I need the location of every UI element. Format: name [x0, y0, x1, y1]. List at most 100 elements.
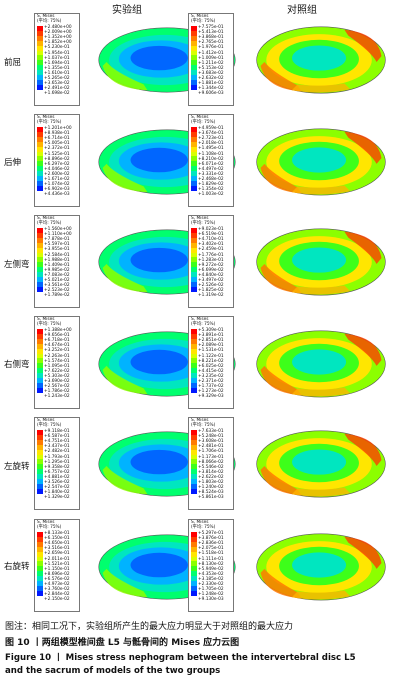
legend-value: +3.608e-01 — [198, 439, 224, 445]
legend-value: +1.988e-01 — [44, 257, 70, 263]
legend-swatch — [37, 232, 43, 238]
legend-value: +5.413e-01 — [198, 30, 224, 36]
legend-swatch — [37, 161, 43, 167]
legend-value: +9.985e-02 — [44, 267, 70, 273]
legend-value: +1.786e-02 — [44, 389, 70, 395]
legend-subtitle: (平均: 75%) — [37, 221, 62, 227]
legend-value: +6.150e-01 — [44, 536, 70, 542]
legend-box: S, Mises (平均: 75%) +1.388e+00 +9.656e-01 +6.… — [34, 316, 80, 409]
high-stress-rim-left — [102, 365, 148, 395]
legend-value: +2.844e-02 — [44, 592, 70, 598]
stress-core — [292, 349, 347, 375]
legend-swatch — [37, 277, 43, 282]
legend-swatch — [37, 70, 43, 75]
legend-value: +3.235e-02 — [198, 373, 224, 379]
legend-swatch — [37, 136, 43, 142]
legend-value: +2.075e-01 — [198, 546, 224, 552]
legend-swatch — [191, 348, 197, 354]
legend-value: +1.173e-01 — [198, 454, 224, 460]
legend-swatch — [37, 434, 43, 440]
legend-value: +3.683e-02 — [198, 70, 224, 76]
legend-value: +6.576e-02 — [44, 576, 70, 582]
legend-swatch — [37, 185, 43, 191]
legend-swatch — [191, 166, 197, 172]
legend-value: +3.876e-01 — [198, 536, 224, 542]
legend-value: +2.851e-01 — [198, 338, 224, 344]
legend-swatch — [191, 242, 197, 248]
high-stress-rim-left — [102, 568, 148, 598]
legend-value: +9.118e-01 — [44, 429, 70, 435]
legend-value: +3.437e-01 — [44, 444, 70, 450]
legend-value: +1.354e-02 — [198, 187, 224, 193]
high-stress-rim-left — [260, 61, 302, 92]
legend-value: +1.003e-02 — [198, 192, 224, 198]
nephogram-panel: S, Mises (平均: 75%) +4.959e-01 +3.674e-01 +2.… — [188, 114, 402, 215]
legend-swatch — [37, 267, 43, 273]
legend-value: +9.023e-01 — [198, 227, 224, 233]
legend-value: +6.519e-01 — [198, 232, 224, 238]
legend-value: +2.009e+00 — [44, 30, 72, 36]
legend-value: +1.737e-02 — [198, 384, 224, 390]
legend-value: +8.696e-02 — [44, 571, 70, 577]
legend-swatch — [191, 151, 197, 157]
legend-value: +9.130e-03 — [198, 597, 224, 603]
legend-value: +1.355e-01 — [44, 65, 70, 71]
legend-title: S, Mises — [37, 216, 55, 221]
legend-swatch — [37, 561, 43, 567]
high-stress-rim-right — [344, 131, 382, 164]
legend-value: +6.757e-02 — [44, 469, 70, 475]
legend-swatch — [191, 237, 197, 243]
nephogram-panel: S, Mises (平均: 75%) +5.309e-01 +3.891e-01 +2.… — [188, 316, 402, 417]
legend-value: +2.622e-02 — [198, 474, 224, 480]
legend-value: +1.243e-02 — [44, 394, 70, 400]
legend-swatch — [37, 368, 43, 374]
legend-swatch — [37, 171, 43, 176]
legend-box: S, Mises (平均: 75%) +5.309e-01 +3.891e-01 +2.… — [188, 316, 234, 409]
legend-swatch — [37, 79, 43, 85]
high-stress-rim-left — [102, 465, 148, 495]
stress-core — [130, 147, 188, 173]
legend-swatch — [37, 353, 43, 359]
legend-swatch — [37, 571, 43, 577]
legend-value: +5.005e-01 — [44, 141, 70, 147]
high-stress-rim-left — [260, 365, 302, 396]
legend-swatch — [37, 488, 43, 494]
legend-swatch — [37, 358, 43, 364]
legend-value: +1.319e-02 — [198, 293, 224, 299]
legend-value: +5.265e-02 — [44, 76, 70, 82]
legend-value: +9.656e-01 — [44, 333, 70, 339]
legend-swatch — [37, 449, 43, 455]
legend-value: +1.706e-01 — [198, 449, 224, 455]
legend-swatch — [37, 444, 43, 450]
legend-swatch — [191, 387, 197, 393]
legend-swatch — [37, 333, 43, 339]
legend-subtitle: (平均: 75%) — [37, 423, 62, 429]
legend-swatch — [191, 70, 197, 75]
legend-value: +2.371e-02 — [198, 379, 224, 385]
legend-swatch — [37, 26, 43, 31]
legend-swatch — [191, 474, 197, 479]
legend-value: +1.825e-02 — [198, 288, 224, 294]
high-stress-rim-bottom — [291, 83, 351, 93]
legend-swatch — [37, 55, 43, 61]
legend-swatch — [37, 576, 43, 581]
legend-value: +8.130e-02 — [198, 561, 224, 567]
legend-swatch — [37, 329, 43, 334]
legend-swatch — [191, 363, 197, 369]
high-stress-rim-right — [344, 536, 382, 569]
high-stress-rim-right — [344, 29, 382, 62]
legend-value: +2.523e-02 — [44, 288, 70, 294]
legend-value: +3.653e-02 — [44, 81, 70, 87]
legend-value: +3.516e-01 — [44, 546, 70, 552]
legend-swatch — [191, 576, 197, 581]
legend-swatch — [37, 581, 43, 586]
legend-swatch — [37, 242, 43, 248]
legend-value: +5.248e-01 — [198, 434, 224, 440]
legend-value: +2.330e-02 — [198, 582, 224, 588]
row-label-flexion: 前屈 — [4, 58, 22, 68]
legend-box: S, Mises (平均: 75%) +7.633e-01 +5.248e-01 +3.… — [188, 417, 234, 510]
legend-swatch — [191, 338, 197, 344]
legend-swatch — [37, 536, 43, 542]
legend-swatch — [191, 60, 197, 66]
legend-subtitle: (平均: 75%) — [37, 322, 62, 328]
